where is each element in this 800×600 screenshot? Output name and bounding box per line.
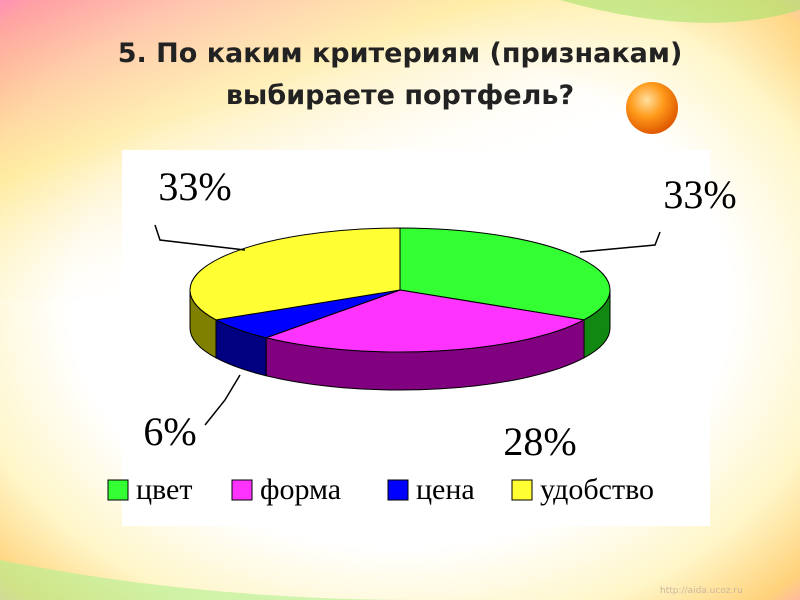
data-label: 33%	[663, 172, 736, 217]
decor-ball	[626, 82, 678, 134]
decor	[560, 0, 800, 23]
legend-label: удобство	[540, 473, 654, 506]
legend: цвет форма цена удобство	[107, 473, 654, 506]
legend-swatch	[511, 479, 533, 501]
leader-line	[579, 231, 661, 253]
watermark: http://aida.ucoz.ru	[660, 586, 743, 596]
legend-label: форма	[260, 473, 341, 506]
title: 5. По каким критериям (признакам)	[118, 38, 683, 69]
title: выбираете портфель?	[226, 80, 574, 111]
legend-swatch	[387, 479, 409, 501]
legend-label: цена	[416, 473, 475, 506]
data-label: 33%	[158, 164, 231, 209]
labels: 33% 28% 6% 33%	[143, 164, 736, 464]
slice	[189, 227, 401, 321]
pie	[189, 227, 611, 391]
data-label: 28%	[503, 419, 576, 464]
data-label: 6%	[143, 409, 196, 454]
leader-line	[204, 374, 241, 426]
leader-line	[154, 224, 246, 251]
slice	[399, 227, 611, 321]
slice	[264, 289, 586, 353]
legend-label: цвет	[136, 473, 192, 506]
decor	[0, 560, 420, 600]
legend-swatch	[107, 479, 129, 501]
legend-swatch	[231, 479, 253, 501]
